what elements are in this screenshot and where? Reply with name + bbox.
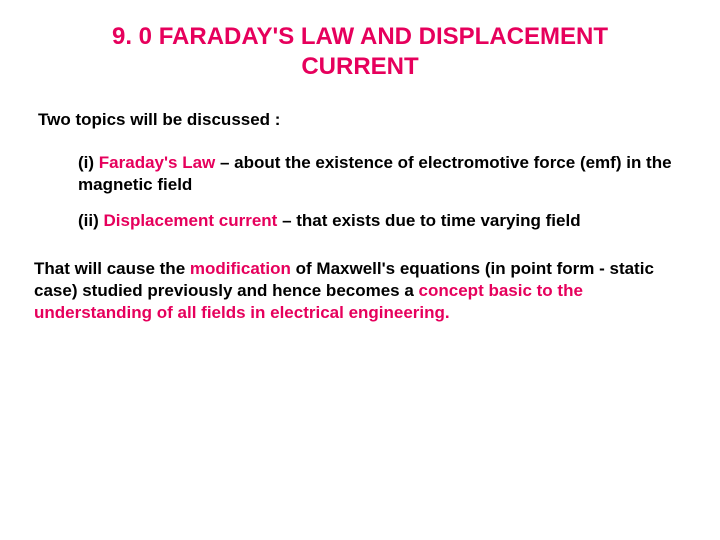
- closing-highlight: modification: [190, 259, 291, 278]
- list-marker: (i): [78, 153, 99, 172]
- list-marker: (ii): [78, 211, 104, 230]
- list-rest: – that exists due to time varying field: [277, 211, 580, 230]
- intro-text: Two topics will be discussed :: [30, 110, 690, 130]
- list-lead: Displacement current: [104, 211, 278, 230]
- closing-text: That will cause the modification of Maxw…: [30, 258, 690, 324]
- topic-list: (i) Faraday's Law – about the existence …: [30, 152, 690, 232]
- list-lead: Faraday's Law: [99, 153, 216, 172]
- list-item: (i) Faraday's Law – about the existence …: [78, 152, 690, 196]
- closing-part: That will cause the: [34, 259, 190, 278]
- list-item: (ii) Displacement current – that exists …: [78, 210, 690, 232]
- page-title: 9. 0 FARADAY'S LAW AND DISPLACEMENT CURR…: [30, 22, 690, 82]
